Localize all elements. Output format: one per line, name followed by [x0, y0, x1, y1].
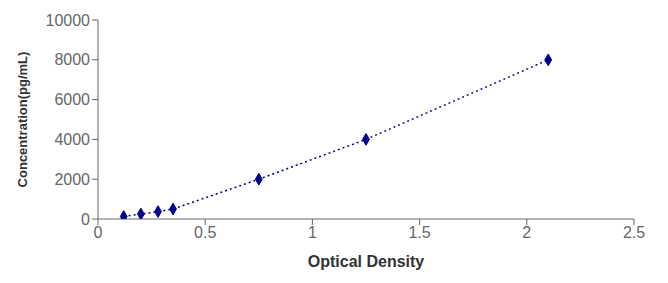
svg-text:2000: 2000	[54, 171, 90, 188]
svg-text:1.5: 1.5	[408, 224, 430, 241]
svg-text:4000: 4000	[54, 131, 90, 148]
svg-text:8000: 8000	[54, 51, 90, 68]
svg-text:2.5: 2.5	[623, 224, 645, 241]
svg-text:Optical Density: Optical Density	[308, 253, 425, 270]
svg-text:0: 0	[81, 211, 90, 228]
svg-text:1: 1	[308, 224, 317, 241]
svg-text:0: 0	[94, 224, 103, 241]
svg-text:0.5: 0.5	[194, 224, 216, 241]
svg-text:6000: 6000	[54, 91, 90, 108]
svg-text:Concentration(pg/mL): Concentration(pg/mL)	[15, 52, 30, 188]
svg-text:10000: 10000	[46, 12, 91, 29]
svg-text:2: 2	[522, 224, 531, 241]
